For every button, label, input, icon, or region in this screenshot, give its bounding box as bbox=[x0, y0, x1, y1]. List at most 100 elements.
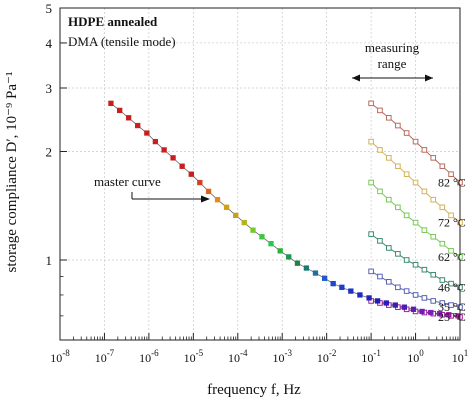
series-point bbox=[430, 271, 437, 278]
series-point bbox=[412, 261, 419, 268]
master-curve-points bbox=[108, 100, 461, 319]
y-axis-label: storage compliance D′, 10⁻⁹ Pa⁻¹ bbox=[4, 72, 20, 273]
series-point bbox=[403, 288, 410, 294]
series-point bbox=[412, 292, 419, 298]
series-point bbox=[457, 254, 463, 260]
series-point bbox=[385, 114, 392, 121]
axis-ticks bbox=[59, 7, 461, 341]
master-curve-point bbox=[268, 241, 274, 247]
master-curve-point bbox=[357, 292, 363, 298]
x-tick-label: 10-4 bbox=[228, 348, 248, 365]
series-label: 35 °C bbox=[438, 300, 466, 314]
measuring-range-label-2: range bbox=[378, 56, 407, 71]
master-curve-point bbox=[277, 248, 283, 254]
chart-title: HDPE annealed bbox=[68, 14, 158, 29]
series-point bbox=[448, 171, 454, 177]
series-point bbox=[448, 280, 454, 287]
series-label: 62 °C bbox=[438, 250, 466, 264]
master-curve-point bbox=[250, 227, 256, 233]
master-curve-point bbox=[135, 122, 141, 129]
master-curve-point bbox=[108, 100, 114, 106]
master-curve-point bbox=[392, 302, 398, 308]
master-curve-point bbox=[125, 115, 132, 121]
series-point bbox=[385, 245, 392, 251]
series-72c bbox=[368, 138, 463, 226]
master-curve-point bbox=[437, 310, 443, 317]
series-point bbox=[412, 138, 419, 145]
series-point bbox=[385, 196, 392, 203]
series-point bbox=[403, 130, 410, 136]
series-point bbox=[403, 171, 410, 177]
master-curve-point bbox=[161, 147, 167, 153]
series-label: 82 °C bbox=[438, 176, 466, 190]
temperature-series bbox=[368, 100, 463, 320]
series-point bbox=[403, 257, 410, 263]
master-curve-point bbox=[233, 212, 239, 219]
y-tick-label: 3 bbox=[46, 81, 53, 96]
master-curve-point bbox=[401, 304, 408, 310]
master-curve-point bbox=[374, 298, 381, 304]
master-curve-point bbox=[117, 107, 123, 114]
master-curve-point bbox=[446, 312, 452, 318]
y-tick-label: 5 bbox=[46, 1, 53, 16]
master-curve-point bbox=[321, 275, 328, 281]
series-point bbox=[457, 219, 463, 226]
master-curve-arrow bbox=[131, 192, 210, 203]
master-curve-point bbox=[170, 155, 176, 161]
series-62c bbox=[368, 179, 463, 260]
series-point bbox=[457, 304, 463, 310]
series-point bbox=[430, 298, 437, 304]
x-tick-label: 10-7 bbox=[95, 348, 115, 365]
series-point bbox=[377, 147, 383, 153]
master-curve-point bbox=[241, 219, 247, 226]
master-curve-point bbox=[330, 280, 336, 287]
master-curve-point bbox=[419, 308, 425, 315]
x-tick-label: 10-8 bbox=[50, 348, 70, 365]
series-point bbox=[448, 248, 454, 254]
series-point bbox=[368, 268, 374, 275]
series-point bbox=[395, 251, 401, 257]
series-35c bbox=[368, 268, 463, 310]
series-point bbox=[395, 204, 401, 211]
series-point bbox=[412, 179, 419, 186]
x-tick-label: 100 bbox=[407, 348, 424, 365]
master-curve-point bbox=[152, 138, 159, 145]
chart-subtitle: DMA (tensile mode) bbox=[68, 34, 176, 49]
series-point bbox=[421, 188, 428, 195]
master-curve-point bbox=[303, 265, 310, 271]
series-point bbox=[457, 284, 463, 291]
series-point bbox=[377, 273, 383, 280]
master-curve-point bbox=[144, 130, 150, 136]
x-axis-label: frequency f, Hz bbox=[207, 382, 301, 398]
y-tick-label: 2 bbox=[46, 144, 53, 159]
master-curve-point bbox=[223, 204, 230, 210]
master-curve-point bbox=[286, 254, 292, 260]
series-point bbox=[439, 163, 446, 170]
series-point bbox=[377, 188, 383, 195]
series-label: 72 °C bbox=[438, 216, 466, 230]
series-point bbox=[439, 204, 446, 211]
series-point bbox=[430, 196, 437, 203]
series-82c bbox=[368, 100, 463, 186]
master-curve-point bbox=[205, 188, 212, 195]
series-point bbox=[430, 233, 437, 240]
series-point bbox=[457, 179, 463, 186]
master-curve-point bbox=[312, 270, 319, 276]
measuring-range-arrow bbox=[352, 74, 433, 82]
master-curve-point bbox=[455, 313, 461, 319]
plot-frame bbox=[59, 7, 461, 341]
x-tick-label: 10-1 bbox=[361, 348, 381, 365]
series-point bbox=[403, 212, 410, 219]
x-tick-label: 101 bbox=[452, 348, 469, 365]
series-point bbox=[421, 227, 428, 233]
master-curve-point bbox=[179, 163, 185, 169]
x-tick-label: 10-3 bbox=[272, 348, 292, 365]
x-tick-label: 10-2 bbox=[317, 348, 337, 365]
series-point bbox=[368, 138, 374, 145]
x-tick-label: 10-6 bbox=[139, 348, 159, 365]
series-point bbox=[421, 295, 428, 301]
series-point bbox=[448, 302, 454, 308]
series-point bbox=[385, 279, 392, 285]
y-tick-label: 4 bbox=[46, 36, 53, 51]
